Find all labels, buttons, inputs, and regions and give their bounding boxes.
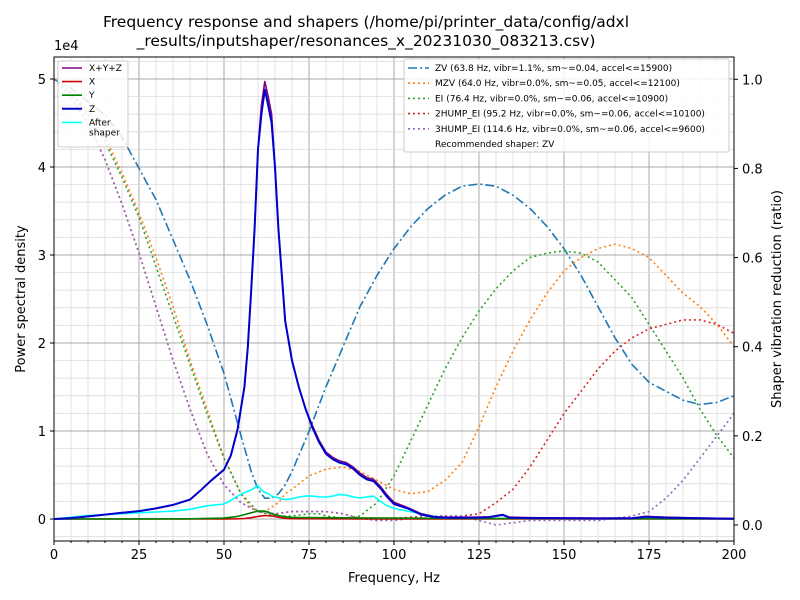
left-tick-label: 2 xyxy=(38,337,46,352)
chart-title-line-1: Frequency response and shapers (/home/pi… xyxy=(103,13,629,32)
legend-shaper-label: MZV (64.0 Hz, vibr=0.0%, sm~=0.05, accel… xyxy=(435,79,680,89)
x-tick-label: 0 xyxy=(50,548,58,563)
legend-psd-label: Y xyxy=(88,91,95,101)
right-axis-label: Shaper vibration reduction (ratio) xyxy=(770,190,785,408)
legend-psd-label: After xyxy=(89,118,111,128)
x-tick-label: 75 xyxy=(301,548,318,563)
left-axis-label: Power spectral density xyxy=(14,225,29,373)
right-tick-label: 0.6 xyxy=(742,252,763,267)
right-tick-label: 0.8 xyxy=(742,162,763,177)
x-axis-label: Frequency, Hz xyxy=(348,571,440,586)
psd-line-1 xyxy=(54,514,734,520)
legend-shaper-label: EI (76.4 Hz, vibr=0.0%, sm~=0.06, accel<… xyxy=(435,94,668,104)
left-tick-label: 3 xyxy=(38,249,46,264)
recommended-shaper-text: Recommended shaper: ZV xyxy=(435,140,555,150)
legend-shapers-box xyxy=(403,58,730,153)
right-tick-label: 0.4 xyxy=(742,341,763,356)
left-scale-label: 1e4 xyxy=(54,39,79,54)
psd-lines xyxy=(54,80,734,520)
right-tick-label: 1.0 xyxy=(742,73,763,88)
left-tick-label: 1 xyxy=(38,425,46,440)
legend-shaper-label: ZV (63.8 Hz, vibr=1.1%, sm~=0.04, accel<… xyxy=(435,64,672,74)
legend-psd-label: shaper xyxy=(89,128,120,138)
legend-shaper-label: 3HUMP_EI (114.6 Hz, vibr=0.0%, sm~=0.06,… xyxy=(435,125,705,135)
psd-line-2 xyxy=(54,510,734,520)
right-tick-label: 0.0 xyxy=(742,519,763,534)
left-tick-label: 4 xyxy=(38,161,46,176)
left-tick-label: 0 xyxy=(38,513,46,528)
psd-line-3 xyxy=(54,88,734,520)
chart-title-line-2: _results/inputshaper/resonances_x_202310… xyxy=(136,32,596,51)
x-tick-label: 175 xyxy=(637,548,662,563)
legend-shaper-label: 2HUMP_EI (95.2 Hz, vibr=0.0%, sm~=0.06, … xyxy=(435,110,705,120)
right-tick-label: 0.2 xyxy=(742,430,763,445)
plot-frame xyxy=(53,56,735,542)
shaper-lines xyxy=(54,78,734,526)
legend-psd-label: X+Y+Z xyxy=(89,64,122,74)
right-axis-ticks: 0.0 0.2 0.4 0.6 0.8 1.0 xyxy=(734,73,763,534)
legend-psd-label: Z xyxy=(89,105,95,115)
left-axis-ticks: 0 1 2 3 4 5 xyxy=(38,73,54,528)
legend-shapers: ZV (63.8 Hz, vibr=1.1%, sm~=0.04, accel<… xyxy=(403,58,730,153)
x-axis-ticks: 0 25 50 75 100 125 150 175 200 xyxy=(50,541,747,563)
x-tick-label: 150 xyxy=(552,548,577,563)
shaper-line-2 xyxy=(54,78,734,520)
shaper-line-1 xyxy=(54,78,734,513)
x-tick-label: 125 xyxy=(467,548,492,563)
legend-psd-label: X xyxy=(89,78,95,88)
x-tick-label: 200 xyxy=(722,548,747,563)
x-tick-label: 100 xyxy=(382,548,407,563)
x-tick-label: 50 xyxy=(216,548,233,563)
x-tick-label: 25 xyxy=(131,548,148,563)
legend-psd-box xyxy=(57,60,129,148)
left-tick-label: 5 xyxy=(38,73,46,88)
shaper-line-0 xyxy=(54,78,734,499)
